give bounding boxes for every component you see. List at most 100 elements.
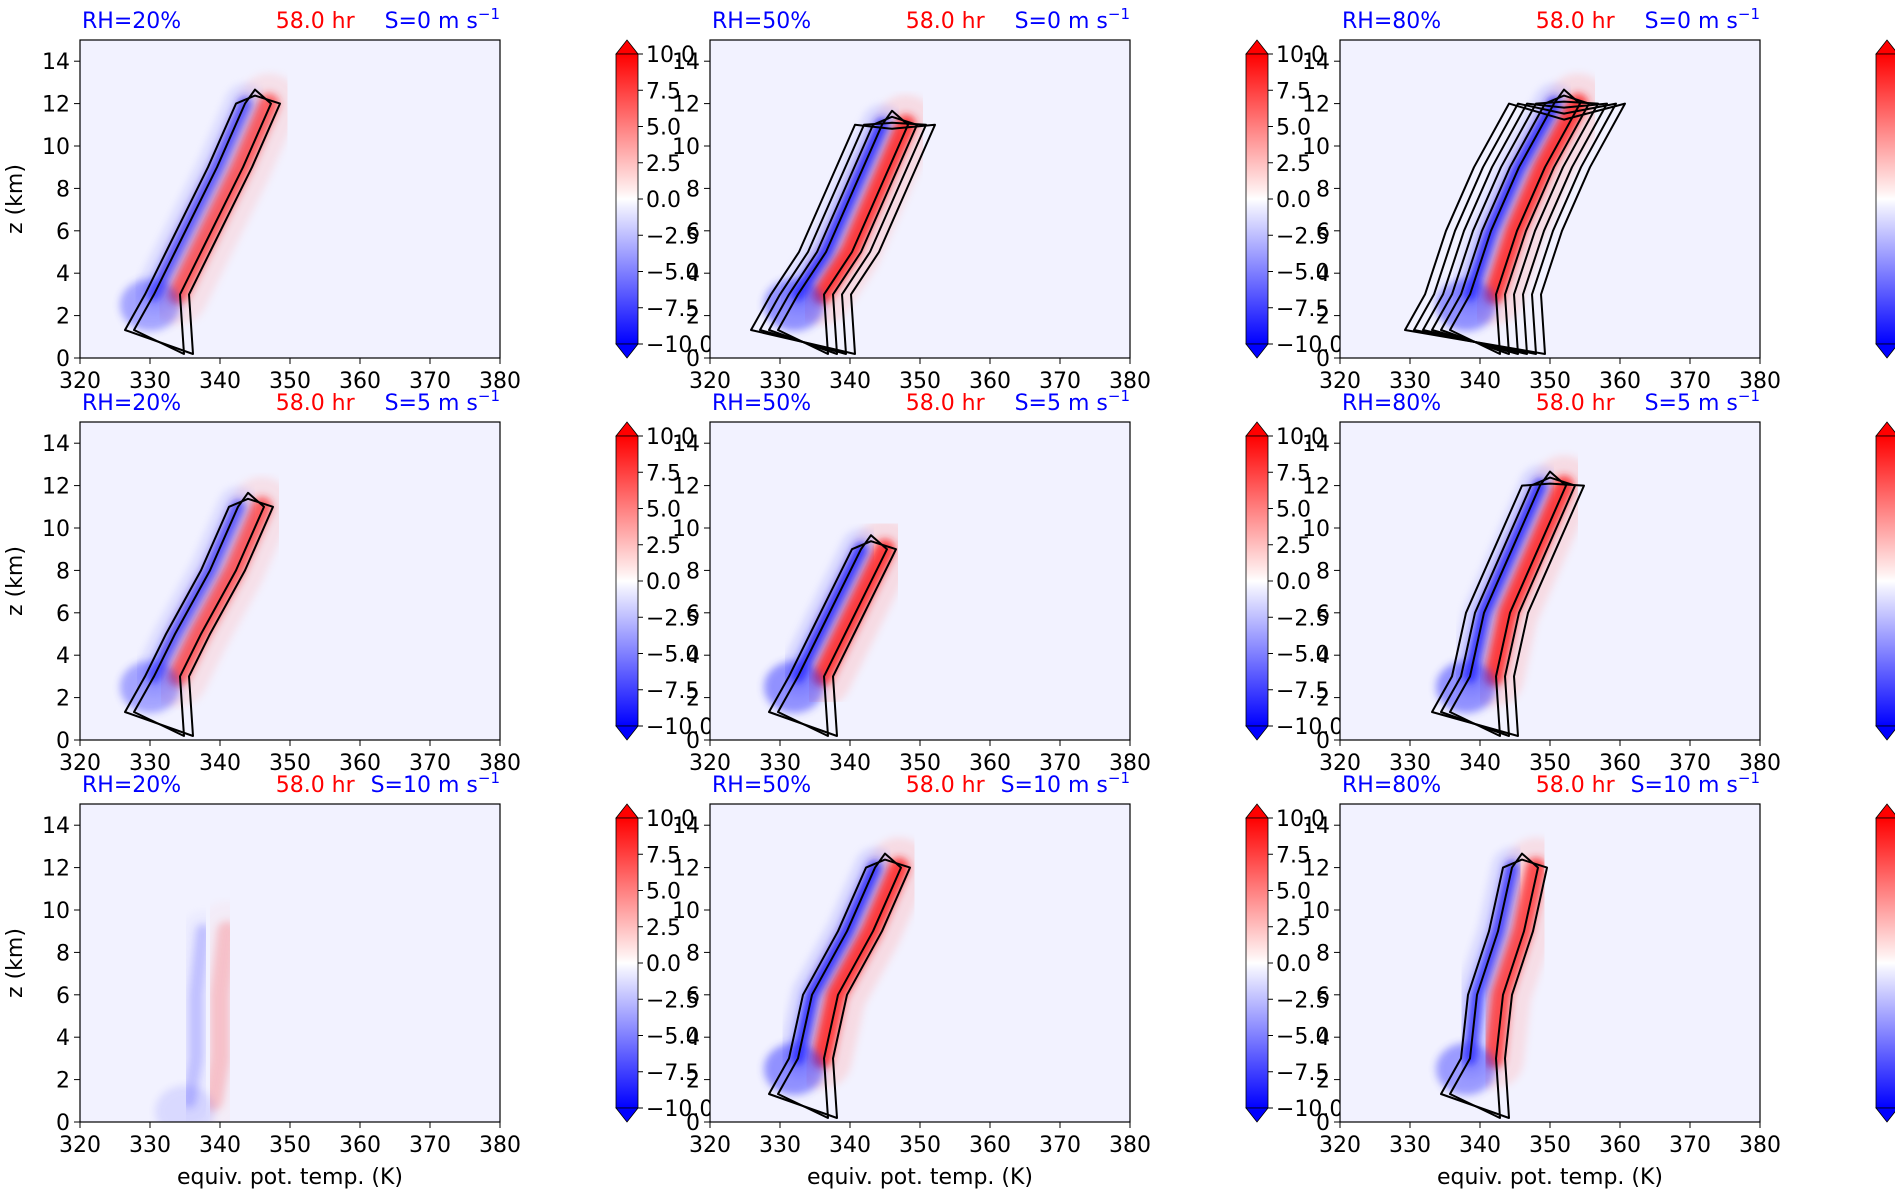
y-tick-label: 4 [1316, 262, 1330, 287]
y-tick-label: 0 [1316, 729, 1330, 754]
title-shear: S=5 m s−1 [1015, 387, 1130, 416]
x-tick-label: 340 [829, 751, 871, 776]
x-tick-label: 360 [969, 1133, 1011, 1158]
colorbar-extend-max [615, 39, 639, 55]
x-axis-label: equiv. pot. temp. (K) [807, 1165, 1033, 1190]
x-tick-label: 350 [899, 369, 941, 394]
colorbar-tick-label: −5.0 [646, 643, 699, 668]
y-tick-label: 0 [56, 729, 70, 754]
title-rh: RH=50% [712, 773, 811, 798]
warm-core [1484, 857, 1546, 1069]
colorbar-tick-label: 7.5 [646, 79, 681, 104]
cool-core [182, 924, 210, 1108]
x-tick-label: 360 [1599, 1133, 1641, 1158]
colorbar-tick-label: −2.5 [646, 988, 699, 1013]
y-tick-label: 8 [1316, 941, 1330, 966]
colorbar-tick-label: 7.5 [1276, 461, 1311, 486]
anomaly-field [764, 837, 929, 1119]
colorbar-tick-label: −2.5 [1276, 606, 1329, 631]
y-tick-label: 8 [686, 559, 700, 584]
x-tick-label: 370 [409, 369, 451, 394]
x-tick-label: 380 [479, 369, 521, 394]
x-tick-label: 350 [1529, 751, 1571, 776]
y-tick-label: 12 [1302, 857, 1330, 882]
contour-line [1449, 88, 1581, 355]
colorbar-extend-min [1245, 1107, 1269, 1123]
colorbar: 10.07.55.02.50.0−2.5−5.0−7.5−10.0 [1245, 39, 1343, 359]
y-tick-label: 12 [672, 475, 700, 500]
title-shear: S=10 m s−1 [1631, 769, 1760, 798]
colorbar: 10.07.55.02.50.0−2.5−5.0−7.5−10.0 [1875, 803, 1895, 1123]
cold-pool [155, 1085, 215, 1122]
title-time: 58.0 hr [1536, 391, 1616, 416]
title-rh: RH=80% [1342, 773, 1441, 798]
colorbar-extend-max [1875, 421, 1895, 437]
y-tick-label: 2 [56, 687, 70, 712]
x-tick-label: 370 [1039, 369, 1081, 394]
y-tick-label: 2 [686, 687, 700, 712]
y-tick-label: 6 [56, 220, 70, 245]
panel-5: 320 330 340 350 360 370 380 0 2 4 6 8 10 12 14 RH=50% 58… [672, 387, 1343, 776]
x-tick-label: 340 [829, 369, 871, 394]
title-rh: RH=80% [1342, 9, 1441, 34]
warm-core [1484, 93, 1588, 305]
y-tick-label: 8 [1316, 177, 1330, 202]
colorbar-tick-label: 2.5 [1276, 152, 1311, 177]
y-tick-label: 4 [1316, 644, 1330, 669]
colorbar-extend-min [1245, 725, 1269, 741]
colorbar-body [1245, 53, 1269, 345]
colorbar-body [615, 435, 639, 727]
x-tick-label: 350 [1529, 369, 1571, 394]
x-tick-label: 350 [269, 751, 311, 776]
colorbar-body [615, 53, 639, 345]
colorbar-extend-max [615, 421, 639, 437]
colorbar-tick-label: 0.0 [646, 570, 681, 595]
colorbar-body [615, 817, 639, 1109]
colorbar-tick-label: −7.5 [646, 297, 699, 322]
y-tick-label: 12 [672, 857, 700, 882]
x-tick-label: 350 [1529, 1133, 1571, 1158]
y-tick-label: 14 [1302, 432, 1330, 457]
title-shear: S=0 m s−1 [385, 5, 500, 34]
colorbar-tick-label: 0.0 [1276, 188, 1311, 213]
panel-9: 320 330 340 350 360 370 380 0 2 4 6 8 10 12 14 equiv. p… [1302, 769, 1895, 1190]
x-tick-label: 370 [1039, 751, 1081, 776]
y-tick-label: 8 [56, 941, 70, 966]
anomaly-field [120, 73, 299, 355]
contour-line [1449, 470, 1567, 737]
y-tick-label: 14 [42, 432, 70, 457]
cold-pool [764, 279, 824, 331]
colorbar-tick-label: 7.5 [1276, 79, 1311, 104]
x-axis-label: equiv. pot. temp. (K) [177, 1165, 403, 1190]
y-tick-label: 6 [1316, 220, 1330, 245]
x-tick-label: 330 [129, 369, 171, 394]
y-tick-label: 0 [56, 347, 70, 372]
x-tick-label: 330 [1389, 751, 1431, 776]
panel-7: 320 330 340 350 360 370 380 0 2 4 6 8 10 12 14 z (km) eq… [3, 769, 713, 1190]
colorbar-tick-label: 10.0 [1276, 43, 1325, 68]
title-shear: S=5 m s−1 [385, 387, 500, 416]
contour-line [133, 491, 265, 737]
contour-line [1440, 476, 1576, 737]
x-tick-label: 370 [1039, 1133, 1081, 1158]
colorbar-body [1875, 53, 1895, 345]
x-tick-label: 380 [1739, 1133, 1781, 1158]
x-tick-label: 370 [1669, 751, 1711, 776]
plot-background [80, 804, 500, 1122]
anomaly-field [1436, 837, 1566, 1119]
title-time: 58.0 hr [276, 9, 356, 34]
colorbar-extend-min [1875, 343, 1895, 359]
colorbar-extend-min [1875, 1107, 1895, 1123]
colorbar-extend-max [615, 803, 639, 819]
title-shear: S=0 m s−1 [1015, 5, 1130, 34]
contour-line [768, 115, 918, 355]
colorbar-extend-max [1875, 803, 1895, 819]
y-tick-label: 10 [42, 899, 70, 924]
colorbar-tick-label: −10.0 [646, 1097, 713, 1122]
y-tick-label: 2 [1316, 687, 1330, 712]
contour-line [1431, 100, 1599, 355]
colorbar-tick-label: 5.0 [646, 880, 681, 905]
colorbar-tick-label: −10.0 [1276, 1097, 1343, 1122]
y-tick-label: 4 [56, 262, 70, 287]
